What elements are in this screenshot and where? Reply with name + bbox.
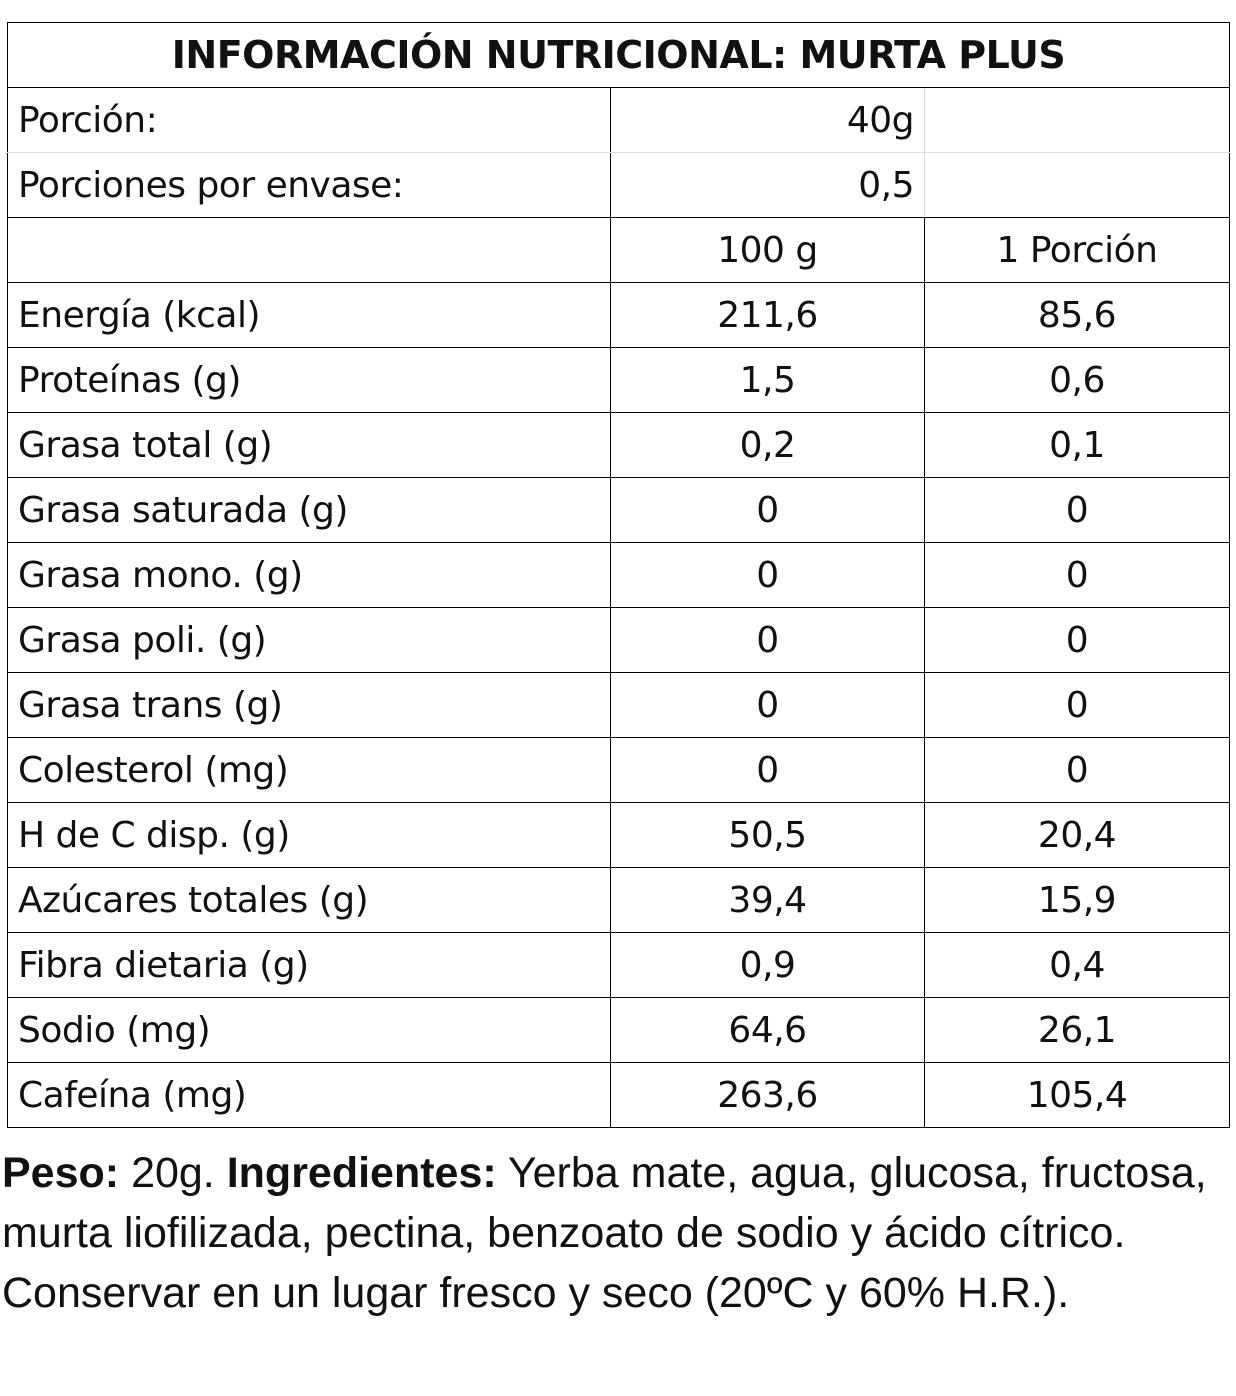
nutrient-value: 0 — [610, 607, 925, 673]
serving-row: Porción: 40g — [7, 87, 1230, 153]
empty-cell — [7, 217, 611, 283]
nutrient-value: 0 — [924, 607, 1230, 673]
nutrient-value: 20,4 — [924, 802, 1230, 868]
nutrient-row: Colesterol (mg) 0 0 — [7, 737, 1230, 803]
nutrition-table: INFORMACIÓN NUTRICIONAL: MURTA PLUS Porc… — [7, 22, 1230, 1128]
title-row: INFORMACIÓN NUTRICIONAL: MURTA PLUS — [7, 22, 1230, 88]
nutrient-row: Sodio (mg) 64,6 26,1 — [7, 997, 1230, 1063]
nutrient-row: H de C disp. (g) 50,5 20,4 — [7, 802, 1230, 868]
nutrient-name: Sodio (mg) — [7, 997, 611, 1063]
nutrient-value: 105,4 — [924, 1062, 1230, 1128]
nutrient-name: H de C disp. (g) — [7, 802, 611, 868]
nutrient-value: 0,1 — [924, 412, 1230, 478]
empty-cell — [924, 152, 1230, 218]
weight: 20g. — [131, 1149, 215, 1197]
nutrient-name: Azúcares totales (g) — [7, 867, 611, 933]
nutrient-row: Cafeína (mg) 263,6 105,4 — [7, 1062, 1230, 1128]
nutrient-row: Grasa saturada (g) 0 0 — [7, 477, 1230, 543]
nutrient-value: 0,9 — [610, 932, 925, 998]
serving-label: Porción: — [7, 87, 611, 153]
nutrient-value: 39,4 — [610, 867, 925, 933]
nutrient-value: 1,5 — [610, 347, 925, 413]
nutrient-name: Grasa saturada (g) — [7, 477, 611, 543]
serving-row: Porciones por envase: 0,5 — [7, 152, 1230, 218]
nutrient-row: Grasa poli. (g) 0 0 — [7, 607, 1230, 673]
nutrient-value: 0 — [610, 477, 925, 543]
column-header: 1 Porción — [924, 217, 1230, 283]
nutrient-value: 26,1 — [924, 997, 1230, 1063]
nutrient-value: 263,6 — [610, 1062, 925, 1128]
nutrient-row: Proteínas (g) 1,5 0,6 — [7, 347, 1230, 413]
nutrient-value: 15,9 — [924, 867, 1230, 933]
nutrient-name: Cafeína (mg) — [7, 1062, 611, 1128]
nutrient-value: 64,6 — [610, 997, 925, 1063]
nutrient-value: 50,5 — [610, 802, 925, 868]
nutrient-value: 0,6 — [924, 347, 1230, 413]
nutrient-row: Grasa trans (g) 0 0 — [7, 672, 1230, 738]
ingredients-label: Ingredientes: — [226, 1149, 497, 1197]
nutrient-value: 0 — [924, 672, 1230, 738]
serving-label: Porciones por envase: — [7, 152, 611, 218]
ingredients: Yerba mate, agua, glucosa, fructosa, mur… — [2, 1149, 1207, 1317]
column-header: 100 g — [610, 217, 925, 283]
empty-cell — [924, 87, 1230, 153]
nutrient-value: 0 — [610, 737, 925, 803]
nutrient-value: 0 — [924, 542, 1230, 608]
nutrient-name: Fibra dietaria (g) — [7, 932, 611, 998]
nutrient-value: 0,2 — [610, 412, 925, 478]
nutrient-row: Grasa total (g) 0,2 0,1 — [7, 412, 1230, 478]
table-title: INFORMACIÓN NUTRICIONAL: MURTA PLUS — [7, 22, 1230, 88]
nutrient-value: 0 — [924, 477, 1230, 543]
nutrient-value: 0 — [610, 672, 925, 738]
table-body: INFORMACIÓN NUTRICIONAL: MURTA PLUS Porc… — [7, 22, 1230, 1128]
serving-value: 40g — [610, 87, 925, 153]
footer-text: Peso: 20g. Ingredientes: Yerba mate, agu… — [2, 1143, 1236, 1323]
nutrient-name: Proteínas (g) — [7, 347, 611, 413]
nutrient-value: 0,4 — [924, 932, 1230, 998]
weight-label: Peso: — [2, 1149, 120, 1197]
nutrient-row: Energía (kcal) 211,6 85,6 — [7, 282, 1230, 348]
nutrient-name: Grasa poli. (g) — [7, 607, 611, 673]
nutrient-name: Energía (kcal) — [7, 282, 611, 348]
nutrient-row: Azúcares totales (g) 39,4 15,9 — [7, 867, 1230, 933]
nutrient-row: Fibra dietaria (g) 0,9 0,4 — [7, 932, 1230, 998]
nutrient-value: 0 — [610, 542, 925, 608]
nutrient-name: Grasa mono. (g) — [7, 542, 611, 608]
nutrient-name: Grasa trans (g) — [7, 672, 611, 738]
nutrient-name: Grasa total (g) — [7, 412, 611, 478]
nutrient-value: 211,6 — [610, 282, 925, 348]
serving-value: 0,5 — [610, 152, 925, 218]
nutrient-row: Grasa mono. (g) 0 0 — [7, 542, 1230, 608]
nutrient-value: 85,6 — [924, 282, 1230, 348]
nutrient-name: Colesterol (mg) — [7, 737, 611, 803]
nutrient-value: 0 — [924, 737, 1230, 803]
